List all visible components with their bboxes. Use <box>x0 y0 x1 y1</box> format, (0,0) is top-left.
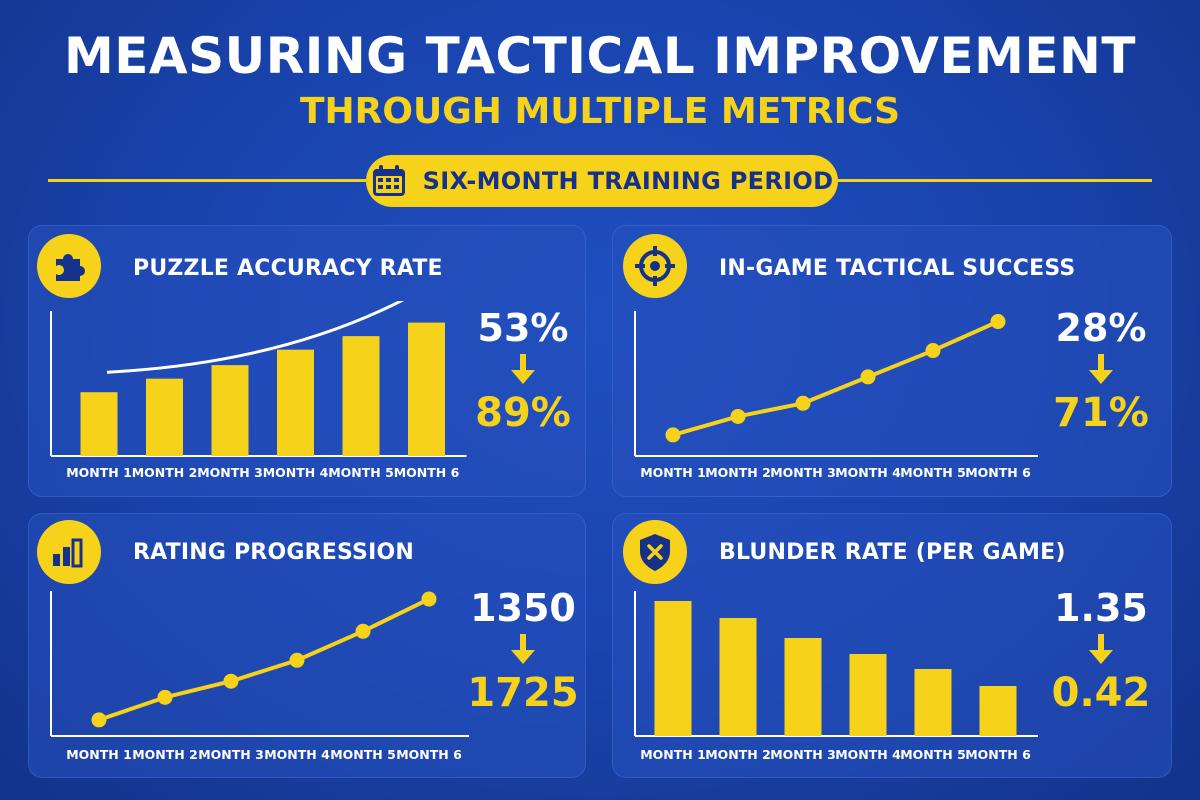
point-3 <box>795 395 811 411</box>
point-2 <box>157 689 173 705</box>
point-2 <box>730 408 746 424</box>
bar-5 <box>342 336 380 456</box>
bar-3 <box>784 638 822 736</box>
x-tick-label: MONTH 3 <box>197 465 263 480</box>
puzzle-piece-icon <box>37 234 101 298</box>
chart-puzzle: MONTH 1 MONTH 2 MONTH 3 MONTH 4 MONTH 5 MONTH… <box>50 301 467 480</box>
stat-end-value: 1725 <box>467 670 579 716</box>
page-subtitle: THROUGH MULTIPLE METRICS <box>300 91 900 132</box>
target-icon <box>623 234 687 298</box>
stat-end-value: 89% <box>475 390 571 436</box>
bar-4 <box>277 349 314 456</box>
bar-6 <box>408 322 445 456</box>
divider-left <box>48 179 366 182</box>
point-1 <box>665 427 681 443</box>
shield-x-icon <box>623 520 687 584</box>
point-5 <box>925 343 941 359</box>
point-4 <box>860 369 876 385</box>
panel-title: IN-GAME TACTICAL SUCCESS <box>719 256 1076 281</box>
panel-rating-progression: RATING PROGRESSION MONTH 1 MONTH 2 MONTH 3… <box>28 513 586 778</box>
x-tick-label: MONTH 2 <box>705 747 771 762</box>
arrow-down-icon <box>463 630 583 670</box>
x-tick-label: MONTH 3 <box>770 747 836 762</box>
x-tick-label: MONTH 6 <box>396 747 462 762</box>
bar-1 <box>654 601 692 736</box>
point-4 <box>289 652 305 668</box>
arrow-down-icon <box>1041 630 1161 670</box>
bar-5 <box>914 669 952 736</box>
stat-start-value: 1350 <box>470 586 576 630</box>
bar-6 <box>979 686 1017 736</box>
bar-2 <box>719 618 757 736</box>
point-5 <box>355 623 371 639</box>
bar-2 <box>146 378 183 456</box>
bar-3 <box>211 365 249 456</box>
x-tick-label: MONTH 5 <box>328 465 394 480</box>
x-tick-label: MONTH 1 <box>66 747 132 762</box>
stat-summary: 53% 89% <box>463 306 583 436</box>
x-tick-label: MONTH 3 <box>198 747 264 762</box>
x-tick-label: MONTH 3 <box>770 465 836 480</box>
panel-puzzle-accuracy: PUZZLE ACCURACY RATE MONTH 1 MONTH 2 MONTH… <box>28 225 586 497</box>
bar-chart-icon <box>37 520 101 584</box>
period-label: SIX-MONTH TRAINING PERIOD <box>422 167 834 195</box>
stat-summary: 1350 1725 <box>463 586 583 716</box>
page-title: MEASURING TACTICAL IMPROVEMENT <box>64 27 1136 85</box>
x-tick-label: MONTH 2 <box>132 747 198 762</box>
chart-ingame: MONTH 1 MONTH 2 MONTH 3 MONTH 4 MONTH 5 MONTH… <box>634 311 1038 480</box>
x-tick-label: MONTH 5 <box>900 465 966 480</box>
chart-rating: MONTH 1 MONTH 2 MONTH 3 MONTH 4 MONTH 5 MONTH… <box>50 591 469 762</box>
point-3 <box>223 673 239 689</box>
x-tick-label: MONTH 4 <box>835 465 901 480</box>
stat-start-value: 1.35 <box>1054 586 1148 630</box>
stat-summary: 1.35 0.42 <box>1041 586 1161 716</box>
calendar-icon <box>371 164 407 198</box>
series-line <box>672 319 999 437</box>
x-tick-label: MONTH 2 <box>132 465 198 480</box>
point-1 <box>91 712 107 728</box>
point-6 <box>421 591 437 607</box>
stat-start-value: 53% <box>477 306 569 350</box>
series-line <box>98 597 430 722</box>
x-tick-label: MONTH 1 <box>640 465 706 480</box>
chart-blunder: MONTH 1 MONTH 2 MONTH 3 MONTH 4 MONTH 5 MONTH… <box>634 591 1038 762</box>
arrow-down-icon <box>463 350 583 390</box>
panel-title: BLUNDER RATE (PER GAME) <box>719 540 1066 565</box>
stat-end-value: 0.42 <box>1051 670 1151 716</box>
x-tick-label: MONTH 1 <box>640 747 706 762</box>
x-tick-label: MONTH 5 <box>330 747 396 762</box>
stat-summary: 28% 71% <box>1041 306 1161 436</box>
arrow-down-icon <box>1041 350 1161 390</box>
divider-right <box>838 179 1152 182</box>
panel-title: PUZZLE ACCURACY RATE <box>133 256 443 281</box>
x-tick-label: MONTH 1 <box>66 465 132 480</box>
x-tick-label: MONTH 5 <box>900 747 966 762</box>
x-tick-label: MONTH 6 <box>965 747 1031 762</box>
x-tick-label: MONTH 4 <box>835 747 901 762</box>
point-6 <box>990 314 1006 330</box>
x-tick-label: MONTH 2 <box>705 465 771 480</box>
bar-1 <box>80 392 118 456</box>
stat-start-value: 28% <box>1055 306 1147 350</box>
bar-4 <box>849 654 887 736</box>
x-tick-label: MONTH 6 <box>394 465 460 480</box>
trend-arrow <box>106 301 405 374</box>
panel-blunder-rate: BLUNDER RATE (PER GAME) MONTH 1 MONTH 2 MO… <box>612 513 1172 778</box>
x-tick-label: MONTH 6 <box>965 465 1031 480</box>
stat-end-value: 71% <box>1053 390 1149 436</box>
period-badge: SIX-MONTH TRAINING PERIOD <box>366 155 838 207</box>
panel-title: RATING PROGRESSION <box>133 540 414 565</box>
x-tick-label: MONTH 4 <box>263 465 329 480</box>
x-tick-label: MONTH 4 <box>264 747 330 762</box>
